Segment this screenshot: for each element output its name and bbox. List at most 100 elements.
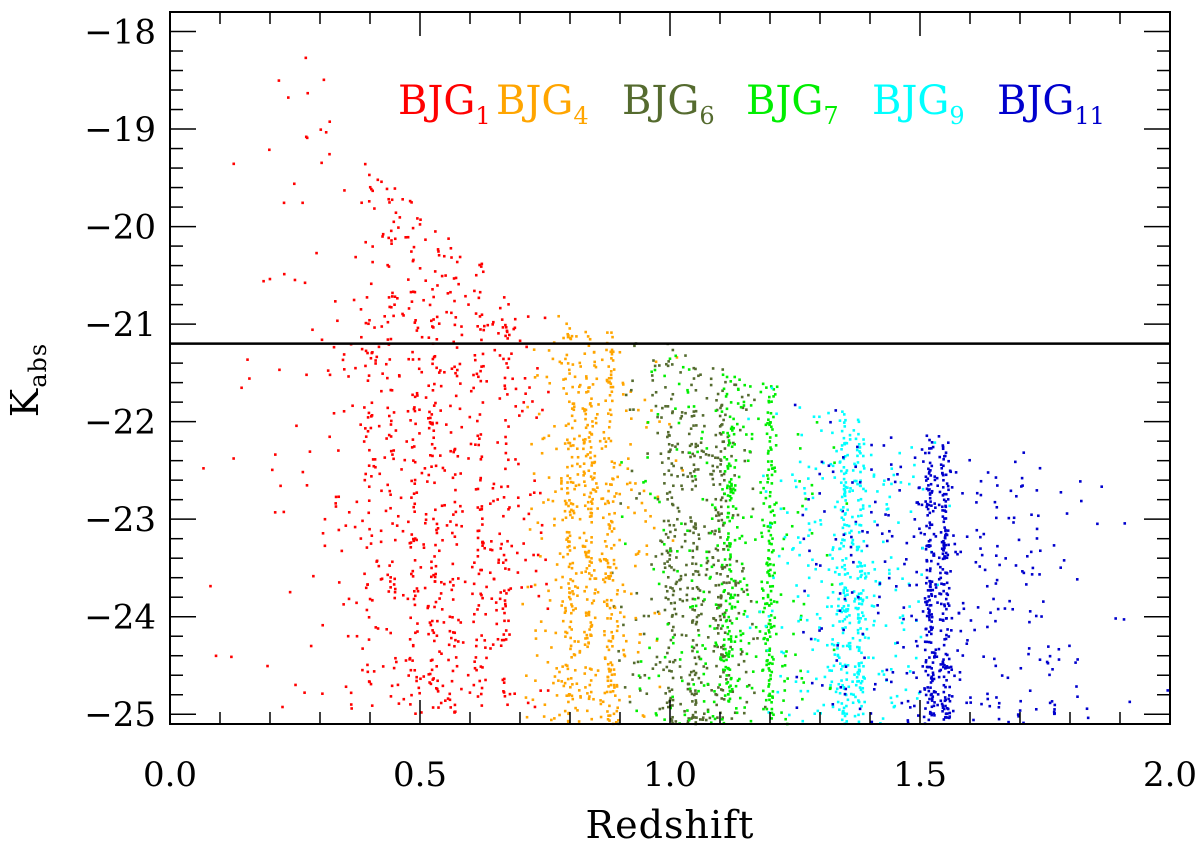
data-point	[666, 536, 670, 539]
data-point	[940, 505, 944, 509]
data-point	[761, 596, 765, 600]
data-point	[719, 406, 722, 410]
data-point	[366, 379, 370, 382]
data-point	[854, 683, 858, 687]
data-point	[541, 408, 544, 412]
data-point	[649, 492, 652, 496]
data-point	[585, 633, 589, 637]
data-point	[722, 647, 725, 651]
data-point	[664, 596, 668, 600]
data-point	[997, 705, 1001, 709]
data-point	[621, 583, 625, 587]
data-point	[947, 604, 951, 607]
data-point	[943, 557, 946, 560]
data-point	[944, 528, 947, 532]
data-point	[647, 676, 651, 680]
data-point	[609, 574, 613, 578]
data-point	[367, 638, 371, 641]
data-point	[623, 654, 627, 658]
data-point	[389, 388, 393, 392]
data-point	[936, 562, 940, 566]
data-point	[349, 703, 353, 706]
data-point	[720, 496, 724, 499]
data-point	[937, 503, 941, 507]
data-point	[413, 603, 417, 607]
data-point	[404, 236, 407, 239]
data-point	[992, 597, 995, 601]
data-point	[930, 550, 934, 554]
data-point	[767, 711, 771, 714]
data-point	[780, 626, 784, 629]
data-point	[402, 314, 405, 317]
data-point	[939, 576, 943, 580]
data-point	[711, 464, 715, 468]
data-point	[930, 559, 933, 563]
data-point	[841, 664, 845, 668]
data-point	[594, 416, 598, 420]
data-point	[848, 433, 852, 437]
data-point	[387, 197, 390, 201]
data-point	[872, 688, 876, 691]
data-point	[822, 461, 825, 465]
data-point	[701, 599, 705, 603]
data-point	[473, 289, 476, 293]
data-point	[413, 482, 417, 485]
data-point	[994, 516, 998, 520]
data-point	[948, 711, 952, 715]
data-point	[794, 479, 797, 483]
data-point	[859, 564, 862, 568]
data-point	[667, 646, 671, 650]
data-point	[729, 635, 733, 638]
data-point	[605, 602, 609, 606]
data-point	[784, 654, 787, 658]
data-point	[427, 426, 431, 430]
data-point	[409, 668, 413, 672]
data-point	[873, 682, 877, 686]
data-point	[842, 436, 846, 440]
data-point	[604, 440, 608, 443]
data-point	[363, 162, 367, 166]
data-point	[697, 533, 700, 536]
data-point	[726, 626, 730, 629]
data-point	[721, 688, 725, 692]
data-point	[637, 674, 641, 677]
data-point	[666, 364, 670, 368]
data-point	[410, 533, 414, 536]
data-point	[573, 375, 577, 379]
data-point	[545, 582, 548, 586]
data-point	[545, 375, 549, 379]
data-point	[1030, 573, 1034, 576]
data-point	[666, 498, 669, 501]
data-point	[729, 464, 732, 468]
data-point	[945, 716, 949, 719]
data-point	[845, 523, 849, 527]
data-point	[584, 637, 587, 640]
data-point	[663, 566, 667, 570]
data-point	[481, 596, 484, 600]
data-point	[770, 707, 774, 711]
data-point	[779, 593, 783, 596]
data-point	[772, 563, 775, 567]
data-point	[606, 662, 610, 666]
data-point	[642, 614, 646, 618]
data-point	[771, 428, 774, 431]
data-point	[584, 426, 588, 430]
data-point	[475, 668, 478, 672]
data-point	[717, 519, 720, 523]
data-point	[925, 559, 929, 563]
data-point	[568, 477, 572, 480]
data-point	[468, 691, 472, 694]
data-point	[840, 610, 844, 614]
data-point	[402, 697, 406, 701]
data-point	[688, 451, 692, 455]
data-point	[641, 714, 645, 717]
data-point	[565, 664, 569, 668]
data-point	[927, 689, 931, 693]
data-point	[479, 379, 483, 383]
data-point	[946, 602, 950, 605]
data-point	[947, 459, 950, 463]
data-point	[611, 359, 615, 362]
data-point	[660, 416, 663, 419]
data-point	[587, 507, 590, 511]
data-point	[724, 395, 728, 398]
